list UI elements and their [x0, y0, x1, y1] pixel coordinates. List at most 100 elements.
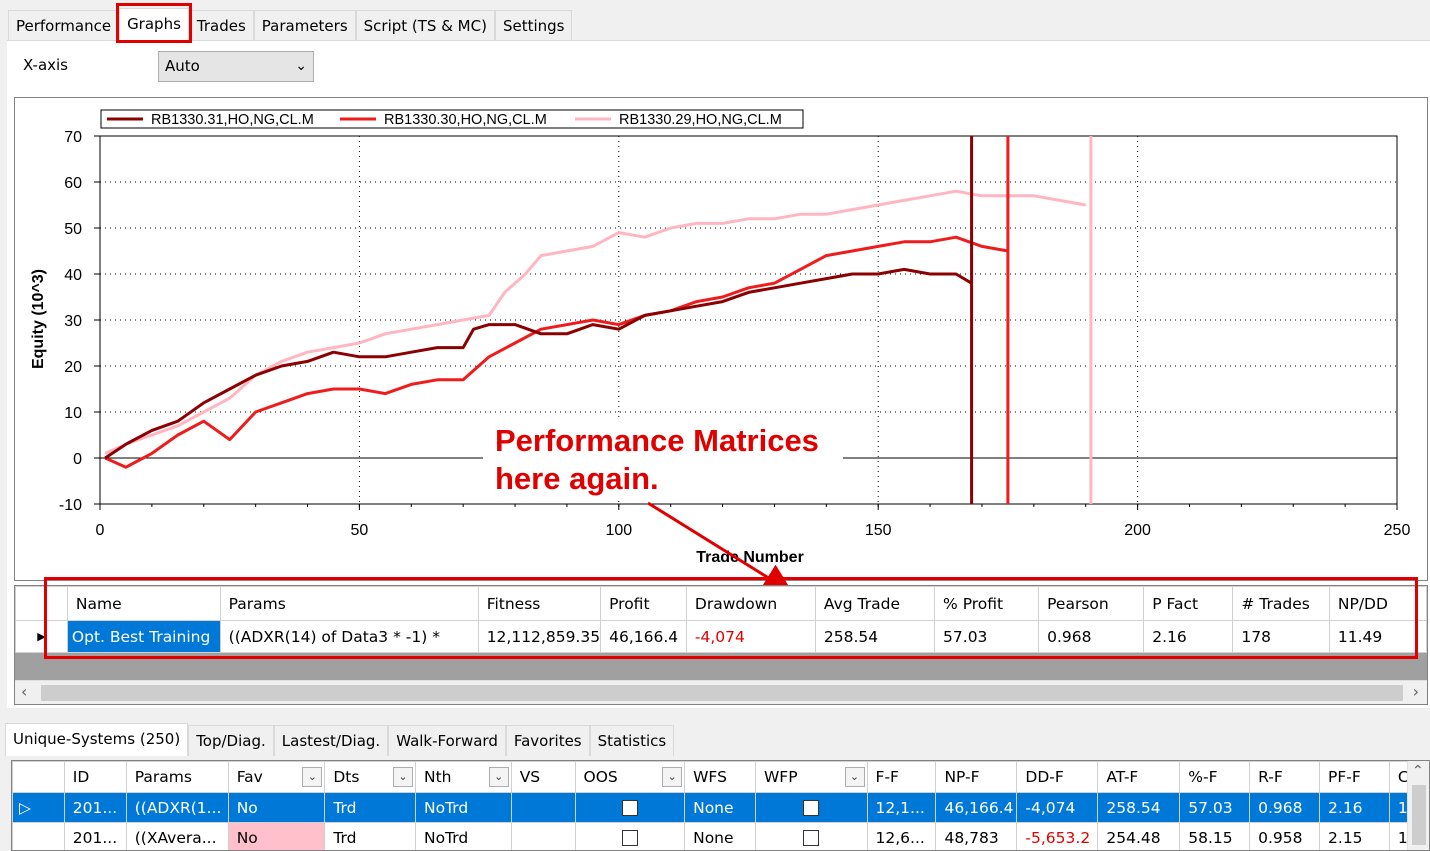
cell-npdd[interactable]: 11.49 [1328, 620, 1428, 653]
scroll-up-icon[interactable]: ⌃ [1412, 763, 1424, 779]
dts-filter-dropdown-icon[interactable]: ⌄ [392, 767, 413, 787]
col-header-vs[interactable]: VS [510, 761, 576, 793]
wfp-checkbox[interactable] [803, 830, 820, 846]
cell-params[interactable]: ((ADXR(1... [125, 792, 229, 823]
cell-wfs[interactable]: None [684, 822, 756, 850]
cell-oos[interactable] [574, 822, 686, 850]
tab-statistics[interactable]: Statistics [589, 725, 675, 756]
cell-dts[interactable]: Trd [324, 822, 416, 850]
fav-filter-dropdown-icon[interactable]: ⌄ [302, 767, 323, 787]
cell-atf[interactable]: 254.48 [1097, 822, 1181, 850]
cell-pctf[interactable]: 57.03 [1179, 792, 1251, 823]
cell-npf[interactable]: 48,783 [935, 822, 1018, 850]
vertical-scroll-thumb[interactable] [1412, 785, 1426, 845]
tab-trades[interactable]: Trades [188, 10, 254, 41]
col-header-pff[interactable]: PF-F [1319, 761, 1390, 793]
cell-atf[interactable]: 258.54 [1097, 792, 1181, 823]
col-header-dts-label: Dts [333, 768, 360, 786]
cell-pff[interactable]: 2.15 [1319, 822, 1390, 850]
cell-trades[interactable]: 178 [1232, 620, 1330, 653]
cell-id[interactable]: 201... [63, 792, 127, 823]
cell-ddf[interactable]: -5,653.2 [1016, 822, 1099, 850]
col-header-nth[interactable]: Nth ⌄ [414, 761, 512, 793]
col-header-pearson[interactable]: Pearson [1038, 586, 1145, 621]
cell-pct-profit[interactable]: 57.03 [934, 620, 1040, 653]
table-row[interactable]: ▶ Opt. Best Training ((ADXR(14) of Data3… [15, 620, 1428, 653]
cell-profit[interactable]: 46,166.4 [600, 620, 687, 653]
cell-vs[interactable] [510, 792, 576, 823]
cell-params[interactable]: ((XAvera... [125, 822, 229, 850]
col-header-npdd[interactable]: NP/DD [1328, 586, 1428, 621]
tab-settings[interactable]: Settings [494, 10, 573, 41]
cell-wfs[interactable]: None [684, 792, 756, 823]
col-header-wfs[interactable]: WFS [684, 761, 756, 793]
cell-wfp[interactable] [754, 792, 868, 823]
cell-vs[interactable] [510, 822, 576, 850]
x-axis-select-value: Auto [165, 57, 200, 75]
scroll-right-icon[interactable]: › [1412, 682, 1419, 701]
col-header-ff[interactable]: F-F [866, 761, 937, 793]
table-row[interactable]: 201... ((XAvera... No Trd NoTrd None 12,… [12, 822, 1429, 850]
cell-id[interactable]: 201... [63, 822, 127, 850]
tab-top-diag[interactable]: Top/Diag. [188, 725, 274, 756]
cell-ff[interactable]: 12,6... [866, 822, 937, 850]
cell-ddf[interactable]: -4,074 [1016, 792, 1099, 823]
cell-pctf[interactable]: 58.15 [1179, 822, 1251, 850]
col-header-dts[interactable]: Dts ⌄ [324, 761, 416, 793]
nth-filter-dropdown-icon[interactable]: ⌄ [488, 767, 509, 787]
tab-parameters[interactable]: Parameters [253, 10, 356, 41]
col-header-pctf[interactable]: %-F [1179, 761, 1251, 793]
col-header-params[interactable]: Params [219, 586, 479, 621]
col-header-rf[interactable]: R-F [1249, 761, 1321, 793]
cell-pfact[interactable]: 2.16 [1143, 620, 1234, 653]
tab-script[interactable]: Script (TS & MC) [355, 10, 495, 41]
cell-pearson[interactable]: 0.968 [1038, 620, 1145, 653]
horizontal-scroll-thumb[interactable] [41, 685, 1403, 701]
cell-rf[interactable]: 0.958 [1249, 822, 1321, 850]
oos-filter-dropdown-icon[interactable]: ⌄ [662, 767, 683, 787]
tab-performance[interactable]: Performance [8, 10, 120, 41]
oos-checkbox[interactable] [621, 800, 638, 816]
cell-dts[interactable]: Trd [324, 792, 416, 823]
col-header-name[interactable]: Name [66, 586, 221, 621]
scroll-left-icon[interactable]: ‹ [21, 682, 28, 701]
cell-rf[interactable]: 0.968 [1249, 792, 1321, 823]
tab-graphs[interactable]: Graphs [119, 8, 189, 41]
col-header-drawdown[interactable]: Drawdown [685, 586, 816, 621]
tab-lastest-diag[interactable]: Lastest/Diag. [273, 725, 389, 756]
cell-wfp[interactable] [754, 822, 868, 850]
col-header-params[interactable]: Params [125, 761, 229, 793]
cell-nth[interactable]: NoTrd [414, 822, 512, 850]
cell-drawdown[interactable]: -4,074 [685, 620, 816, 653]
wfp-filter-dropdown-icon[interactable]: ⌄ [844, 767, 865, 787]
cell-nth[interactable]: NoTrd [414, 792, 512, 823]
col-header-id[interactable]: ID [63, 761, 127, 793]
col-header-fav[interactable]: Fav ⌄ [227, 761, 326, 793]
col-header-ddf[interactable]: DD-F [1016, 761, 1099, 793]
cell-npf[interactable]: 46,166.4 [935, 792, 1018, 823]
col-header-oos[interactable]: OOS ⌄ [574, 761, 686, 793]
cell-fav[interactable]: No [227, 792, 326, 823]
x-axis-select[interactable]: Auto ⌄ [158, 51, 314, 82]
horizontal-scrollbar[interactable]: ‹ › [15, 680, 1427, 704]
col-header-wfp[interactable]: WFP ⌄ [754, 761, 868, 793]
cell-pff[interactable]: 2.16 [1319, 792, 1390, 823]
oos-checkbox[interactable] [621, 830, 638, 846]
col-header-pfact[interactable]: P Fact [1143, 586, 1234, 621]
cell-fitness[interactable]: 12,112,859.35 [477, 620, 602, 653]
cell-avg-trade[interactable]: 258.54 [814, 620, 936, 653]
cell-ff[interactable]: 12,1... [866, 792, 937, 823]
tab-favorites[interactable]: Favorites [505, 725, 590, 756]
col-header-avg-trade[interactable]: Avg Trade [814, 586, 936, 621]
col-header-npf[interactable]: NP-F [935, 761, 1018, 793]
cell-oos[interactable] [574, 792, 686, 823]
wfp-checkbox[interactable] [803, 800, 820, 816]
tab-walk-forward[interactable]: Walk-Forward [388, 725, 506, 756]
cell-name[interactable]: Opt. Best Training [66, 620, 221, 653]
tab-unique-systems[interactable]: Unique-Systems (250) [5, 723, 189, 756]
vertical-scrollbar[interactable]: ⌃ [1407, 761, 1429, 850]
col-header-atf[interactable]: AT-F [1097, 761, 1181, 793]
table-row[interactable]: ▷ 201... ((ADXR(1... No Trd NoTrd None 1… [12, 792, 1429, 823]
cell-params[interactable]: ((ADXR(14) of Data3 * -1) * [219, 620, 479, 653]
cell-fav[interactable]: No [227, 822, 326, 850]
